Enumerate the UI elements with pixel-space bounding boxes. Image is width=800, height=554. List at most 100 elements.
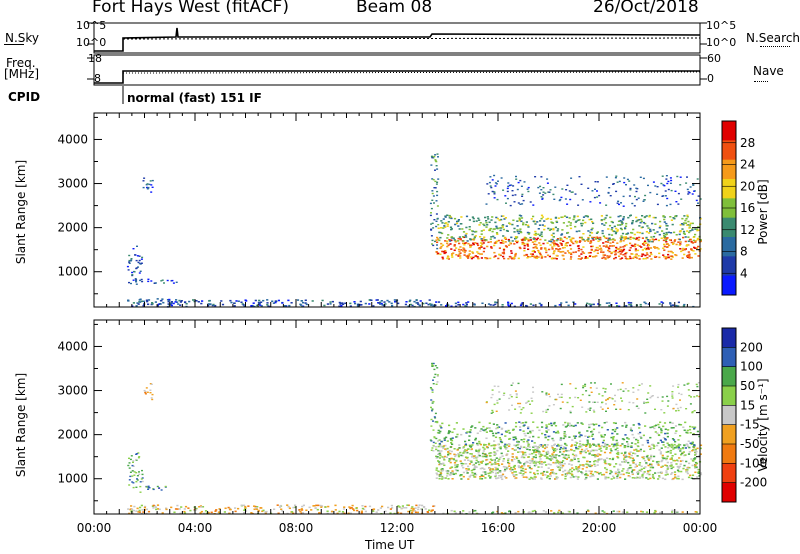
scatter-cell [585, 472, 588, 475]
scatter-cell [653, 455, 656, 458]
scatter-cell [482, 242, 485, 244]
scatter-cell [524, 237, 528, 239]
scatter-cell [426, 511, 430, 514]
scatter-cell [694, 228, 697, 230]
nsky-ticks [87, 22, 707, 45]
scatter-cell [496, 467, 499, 470]
scatter-cell [637, 389, 640, 391]
scatter-cell [624, 434, 627, 436]
scatter-cell [480, 246, 483, 248]
scatter-cell [465, 242, 468, 244]
scatter-cell [631, 245, 634, 247]
scatter-cell [654, 408, 656, 410]
scatter-cell [526, 448, 529, 451]
scatter-cell [430, 207, 433, 210]
scatter-cell [582, 219, 585, 222]
scatter-cell [594, 456, 597, 458]
scatter-cell [450, 442, 453, 444]
scatter-cell [616, 247, 619, 250]
scatter-cell [531, 449, 535, 451]
scatter-cell [375, 511, 378, 513]
scatter-cell [548, 423, 551, 425]
scatter-cell [443, 252, 446, 254]
scatter-cell [432, 305, 435, 307]
scatter-cell [138, 511, 141, 513]
colorbar-segment [722, 217, 736, 238]
scatter-cell [601, 445, 604, 447]
scatter-cell [531, 255, 534, 257]
scatter-cell [130, 259, 133, 261]
scatter-cell [415, 302, 418, 304]
scatter-cell [471, 233, 474, 236]
scatter-cell [691, 459, 694, 462]
scatter-cell [666, 455, 669, 458]
scatter-cell [481, 452, 485, 455]
scatter-cell [630, 305, 633, 307]
scatter-cell [670, 258, 673, 260]
scatter-cell [266, 299, 269, 301]
scatter-cell [472, 474, 475, 477]
scatter-cell [439, 430, 442, 433]
scatter-cell [534, 462, 537, 464]
scatter-cell [508, 465, 511, 467]
scatter-cell [140, 300, 144, 303]
scatter-cell [685, 244, 689, 246]
scatter-cell [644, 222, 647, 225]
scatter-cell [494, 303, 497, 306]
scatter-cell [590, 382, 593, 384]
scatter-cell [538, 242, 541, 244]
scatter-cell [683, 248, 686, 251]
scatter-cell [629, 427, 633, 429]
scatter-cell [520, 220, 523, 223]
scatter-cell [484, 477, 487, 479]
scatter-cell [512, 219, 515, 222]
scatter-cell [628, 195, 631, 197]
scatter-cell [577, 470, 580, 472]
scatter-cell [581, 222, 584, 225]
scatter-cell [527, 400, 530, 402]
scatter-cell [431, 222, 434, 224]
scatter-cell [436, 375, 439, 377]
scatter-cell [154, 282, 157, 284]
scatter-cell [591, 220, 594, 223]
scatter-cell [485, 203, 488, 205]
scatter-cell [375, 299, 378, 301]
scatter-cell [165, 508, 168, 511]
scatter-cell [468, 463, 472, 465]
scatter-cell [476, 456, 479, 458]
scatter-cell [505, 246, 508, 248]
scatter-cell [608, 458, 611, 460]
scatter-cell [505, 202, 507, 204]
scatter-cell [134, 278, 137, 280]
scatter-cell [458, 228, 461, 230]
scatter-cell [618, 305, 621, 308]
scatter-cell [480, 461, 483, 463]
scatter-cell [639, 431, 642, 434]
scatter-cell [455, 247, 458, 249]
scatter-cell [534, 245, 537, 248]
scatter-cell [548, 229, 552, 232]
scatter-cell [549, 459, 552, 462]
scatter-cell [649, 191, 652, 194]
scatter-cell [510, 466, 513, 469]
scatter-cell [549, 218, 553, 221]
scatter-cell [680, 223, 684, 225]
scatter-cell [553, 198, 556, 200]
scatter-cell [300, 304, 303, 306]
scatter-cell [431, 239, 434, 242]
scatter-cell [488, 467, 491, 470]
scatter-cell [131, 271, 134, 274]
scatter-cell [338, 305, 341, 308]
scatter-cell [534, 230, 537, 233]
scatter-cell [494, 221, 497, 224]
scatter-cell [654, 216, 657, 219]
scatter-cell [497, 180, 499, 182]
scatter-cell [605, 468, 608, 471]
scatter-cell [671, 252, 674, 254]
scatter-cell [256, 304, 259, 307]
scatter-cell [372, 508, 376, 510]
scatter-cell [665, 175, 668, 177]
scatter-cell [681, 228, 684, 230]
scatter-cell [530, 397, 533, 399]
scatter-cell [663, 243, 666, 246]
